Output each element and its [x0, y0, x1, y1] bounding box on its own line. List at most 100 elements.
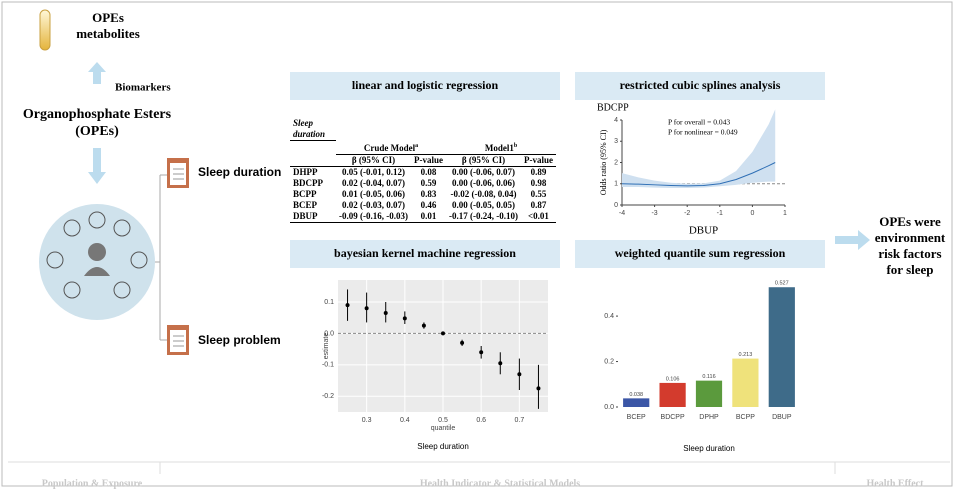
bracket [155, 175, 168, 340]
caption: Sleep duration [683, 444, 735, 453]
footer-label: Health Effect [867, 478, 925, 489]
x-tick-label: 0.7 [514, 417, 524, 424]
cell: -0.17 (-0.24, -0.10) [446, 211, 521, 223]
point [460, 341, 464, 345]
table-row: Sleep duration [290, 118, 556, 141]
cell: DBUP [290, 211, 336, 223]
clipboard-icon [167, 325, 189, 355]
y-axis-title: estimate [323, 333, 330, 360]
panel-title: restricted cubic splines analysis [620, 78, 781, 92]
panel-title: bayesian kernel machine regression [334, 246, 516, 260]
cell [290, 141, 336, 155]
group-header: Model1b [446, 141, 556, 155]
group-label: Model1 [485, 143, 514, 153]
biomarkers: Biomarkers [115, 82, 171, 94]
column-header: β (95% CI) [336, 154, 411, 166]
cell: 0.89 [521, 166, 556, 178]
x-tick-label: BDCPP [661, 414, 685, 421]
tube-icon [40, 10, 50, 50]
cell: 0.00 (-0.06, 0.07) [446, 166, 521, 178]
arrow-up [88, 62, 106, 84]
x-tick-label: BCEP [627, 414, 646, 421]
x-tick-label: -4 [619, 210, 625, 217]
table-row: DBUP-0.09 (-0.16, -0.03)0.01-0.17 (-0.24… [290, 211, 556, 223]
arrow-right [835, 230, 870, 250]
cell: 0.05 (-0.01, 0.12) [336, 166, 411, 178]
point [441, 331, 445, 335]
y-tick-label: 3 [614, 138, 618, 145]
point [346, 303, 350, 307]
x-axis-title: DBUP [689, 225, 718, 237]
point [384, 311, 388, 315]
bar [659, 383, 685, 407]
column-header: P-value [411, 154, 446, 166]
table-row: DHPP0.05 (-0.01, 0.12)0.080.00 (-0.06, 0… [290, 166, 556, 178]
y-tick-label: 0.0 [604, 404, 614, 411]
x-tick-label: BCPP [736, 414, 755, 421]
x-tick-label: 0.3 [362, 417, 372, 424]
point [479, 350, 483, 354]
column-header: β (95% CI) [446, 154, 521, 166]
y-tick-label: 0.1 [324, 299, 334, 306]
group-label: Crude Model [364, 143, 415, 153]
point [536, 386, 540, 390]
outcome: Sleep duration [198, 165, 281, 179]
cell: BCPP [290, 189, 336, 200]
metabolites: OPEs metabolites [68, 10, 148, 42]
x-axis-title: quantile [431, 425, 456, 432]
cell: 0.00 (-0.05, 0.05) [446, 200, 521, 211]
cell: 0.59 [411, 178, 446, 189]
point [498, 361, 502, 365]
outcome: Sleep problem [198, 333, 281, 347]
corner: Sleep duration [290, 118, 336, 141]
footer-label: Population & Exposure [42, 478, 143, 489]
y-tick-label: -0.2 [322, 393, 334, 400]
cell: <0.01 [521, 211, 556, 223]
point [517, 372, 521, 376]
y-axis-title: Odds ratio (95% CI) [599, 129, 608, 195]
cell: BCEP [290, 200, 336, 211]
arrow-down [88, 148, 106, 184]
cell: 0.02 (-0.03, 0.07) [336, 200, 411, 211]
page: Biomarkers Sleep duration Sleep problem … [0, 0, 955, 489]
y-tick-label: 0 [614, 202, 618, 209]
x-tick-label: -1 [717, 210, 723, 217]
panel-title: linear and logistic regression [352, 78, 499, 92]
x-tick-label: 0.5 [438, 417, 448, 424]
group-note: b [514, 143, 517, 149]
x-tick-label: -2 [684, 210, 690, 217]
cell: 0.87 [521, 200, 556, 211]
cell [290, 154, 336, 166]
group-header: Crude Modela [336, 141, 446, 155]
cell: BDCPP [290, 178, 336, 189]
bar [732, 359, 758, 407]
x-tick-label: 0.6 [476, 417, 486, 424]
cell: 0.08 [411, 166, 446, 178]
clipboard-icon [167, 158, 189, 188]
population-icon [39, 204, 155, 320]
table-row: BCPP0.01 (-0.05, 0.06)0.83-0.02 (-0.08, … [290, 189, 556, 200]
point [422, 324, 426, 328]
value-label: 0.038 [629, 392, 643, 398]
y-tick-label: -0.1 [322, 362, 334, 369]
point [365, 306, 369, 310]
cell: 0.00 (-0.06, 0.06) [446, 178, 521, 189]
cell: 0.98 [521, 178, 556, 189]
group-note: a [415, 143, 418, 149]
cell: 0.02 (-0.04, 0.07) [336, 178, 411, 189]
caption: Sleep duration [417, 442, 469, 451]
x-tick-label: 0.4 [400, 417, 410, 424]
y-tick-label: 0.4 [604, 313, 614, 320]
y-tick-label: 4 [614, 117, 618, 124]
x-tick-label: 0 [750, 210, 754, 217]
point [403, 316, 407, 320]
conclusion: OPEs were environment risk factors for s… [870, 214, 950, 278]
x-tick-label: DPHP [699, 414, 719, 421]
cell: -0.09 (-0.16, -0.03) [336, 211, 411, 223]
value-label: 0.527 [775, 281, 789, 287]
exposure: Organophosphate Esters (OPEs) [18, 106, 176, 140]
annotation: P for overall = 0.043 [668, 118, 730, 127]
